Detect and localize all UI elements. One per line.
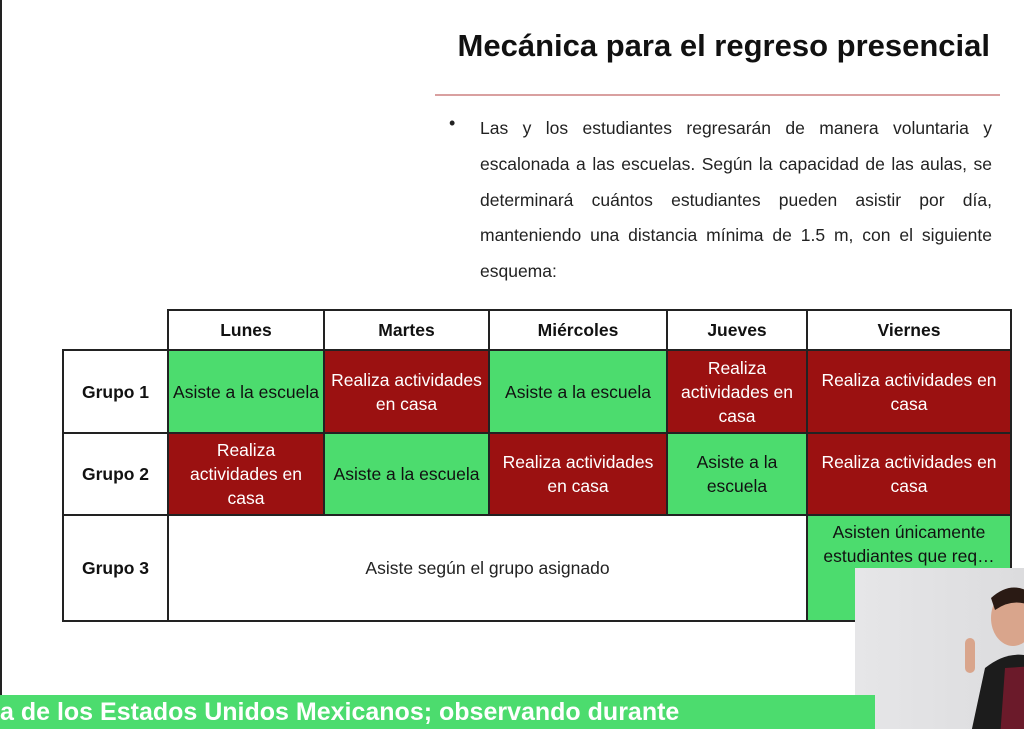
title-divider xyxy=(435,94,1000,96)
row-label: Grupo 2 xyxy=(62,432,169,516)
header-miercoles: Miércoles xyxy=(488,309,668,351)
table-row-grupo-2: Grupo 2 Realiza actividades en casa Asis… xyxy=(62,432,1012,516)
header-martes: Martes xyxy=(323,309,490,351)
cell-attend: Asiste a la escuela xyxy=(323,432,490,516)
table-row-grupo-1: Grupo 1 Asiste a la escuela Realiza acti… xyxy=(62,349,1012,434)
bullet-paragraph: Las y los estudiantes regresarán de mane… xyxy=(480,118,992,282)
cell-span-assigned: Asiste según el grupo asignado xyxy=(167,514,808,622)
cell-home: Realiza actividades en casa xyxy=(488,432,668,516)
row-label: Grupo 3 xyxy=(62,514,169,622)
cell-attend: Asiste a la escuela xyxy=(488,349,668,434)
interpreter-video-inset xyxy=(855,568,1024,729)
interpreter-figure-icon xyxy=(965,587,1024,729)
corner-cell xyxy=(63,310,168,350)
cell-attend: Asiste a la escuela xyxy=(167,349,325,434)
left-border xyxy=(0,0,2,729)
cell-home: Realiza actividades en casa xyxy=(666,349,808,434)
cell-home: Realiza actividades en casa xyxy=(806,349,1012,434)
cell-attend: Asiste a la escuela xyxy=(666,432,808,516)
cell-home: Realiza actividades en casa xyxy=(167,432,325,516)
row-label: Grupo 1 xyxy=(62,349,169,434)
caption-banner: a de los Estados Unidos Mexicanos; obser… xyxy=(0,695,875,729)
slide-title: Mecánica para el regreso presencial xyxy=(457,28,990,63)
header-viernes: Viernes xyxy=(806,309,1012,351)
cell-home: Realiza actividades en casa xyxy=(806,432,1012,516)
cell-home: Realiza actividades en casa xyxy=(323,349,490,434)
bullet-icon: • xyxy=(449,113,456,133)
header-jueves: Jueves xyxy=(666,309,808,351)
header-lunes: Lunes xyxy=(167,309,325,351)
